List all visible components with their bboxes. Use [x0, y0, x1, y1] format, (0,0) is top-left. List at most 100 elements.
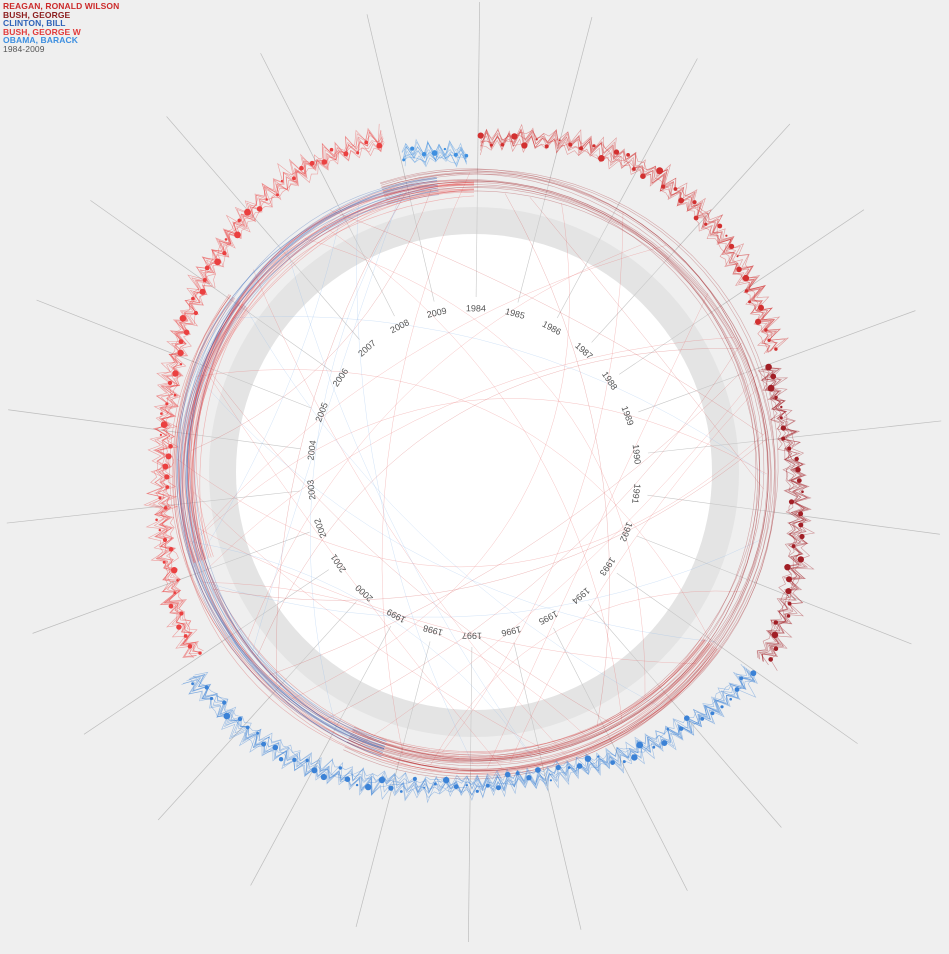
bundle-2-12 [179, 177, 437, 753]
year-label-1984: 1984 [466, 303, 486, 313]
year-label-1985: 1985 [504, 306, 526, 321]
bundle-1-14 [185, 303, 710, 758]
series-0 [477, 123, 790, 355]
spoke-1999 [250, 735, 332, 886]
legend-entry-obama: OBAMA, BARACK [3, 35, 78, 46]
series-1-dot-26 [788, 499, 795, 505]
inner-spoke-2002 [192, 531, 310, 576]
chord-37 [309, 200, 402, 728]
chord-29 [286, 248, 532, 756]
series-2-dot-88 [305, 758, 309, 763]
legend-entry-bush-george: BUSH, GEORGE [3, 9, 71, 20]
series-3-trace-2 [154, 133, 383, 655]
series-1-dot-36 [797, 556, 804, 563]
year-label-1996: 1996 [500, 624, 522, 638]
series-0-dot-58 [744, 289, 749, 293]
series-3-dot-52 [167, 380, 173, 386]
bundle-0-10 [350, 187, 765, 761]
series-2-dot-26 [631, 754, 638, 761]
series-0-dot-36 [673, 187, 678, 191]
bundle-1-12 [187, 305, 702, 758]
series-1-trace-1 [756, 369, 806, 658]
inner-spoke-1987 [591, 249, 676, 343]
bundle-1-2 [191, 306, 706, 754]
series-2-dot-22 [652, 745, 656, 749]
series-2-dot-80 [344, 776, 351, 782]
legend-entry-bush-george-w: BUSH, GEORGE W [3, 26, 81, 37]
series-3-dot-42 [159, 433, 162, 436]
series-0-dot-54 [736, 266, 742, 273]
chord-13 [356, 202, 474, 765]
inner-spoke-2007 [277, 244, 360, 340]
year-label-2003: 2003 [305, 479, 317, 500]
inner-spoke-1991 [647, 494, 772, 513]
series-0-trace-2 [480, 129, 771, 355]
series-0-dot-16 [568, 142, 573, 147]
series-1-dot-14 [781, 436, 786, 441]
bundle-0-13 [352, 180, 761, 762]
series-3-trace-1 [156, 137, 385, 652]
series-3-dot-72 [202, 278, 207, 282]
series-3-dot-46 [160, 412, 163, 415]
cross-links [176, 172, 769, 769]
spoke-1996 [541, 764, 582, 930]
series-2-dot-34 [584, 755, 592, 762]
series-1-trace-5 [761, 368, 812, 662]
series-0-dot-38 [678, 197, 685, 204]
series-2-trace-6 [189, 669, 756, 802]
series-1-dot-18 [794, 456, 799, 462]
series-0-dot-52 [736, 255, 739, 258]
chord-30 [196, 369, 713, 645]
inner-spoke-2001 [224, 569, 329, 640]
series-3-dot-70 [199, 288, 206, 295]
series-0-dot-46 [717, 223, 723, 229]
series-3-dot-94 [280, 179, 283, 183]
bundle-2-8 [176, 180, 438, 757]
series-2-dot-44 [535, 767, 541, 773]
bundle-3-13 [182, 185, 475, 562]
series-2-dot-98 [256, 731, 259, 735]
bundle-0-6 [347, 173, 768, 772]
series-2-dot-52 [496, 785, 501, 791]
spoke-2006 [90, 200, 230, 299]
chord-14 [193, 491, 548, 752]
bundle-0-0 [347, 172, 769, 772]
series-3-dot-110 [364, 140, 369, 145]
legend-date-range: 1984-2009 [3, 43, 45, 54]
series-3-dot-98 [299, 165, 304, 171]
inner-spoke-2008 [337, 204, 395, 317]
series-3-dot-28 [163, 506, 168, 510]
spoke-2003 [6, 504, 176, 524]
series-2-dot-58 [465, 784, 468, 787]
series-3-dot-80 [224, 238, 228, 241]
series-1-dot-0 [765, 363, 772, 371]
series-2-dot-8 [720, 705, 724, 709]
series-traces [143, 123, 816, 804]
bundle-1-9 [192, 304, 705, 755]
bundle-1-11 [177, 296, 711, 771]
chord-12 [323, 225, 623, 723]
series-3-dot-2 [187, 644, 193, 649]
series-3-dot-62 [183, 329, 190, 336]
series-2-dot-28 [622, 760, 626, 764]
series-3-trace-7 [145, 129, 382, 658]
spoke-1993 [718, 645, 858, 744]
series-2-dot-60 [453, 784, 459, 790]
chord-34 [381, 172, 471, 755]
series-0-dot-26 [626, 153, 630, 157]
series-1-dot-28 [798, 511, 804, 517]
series-0-trace-4 [480, 128, 775, 353]
series-3-dot-104 [329, 147, 334, 152]
series-3-dot-44 [160, 421, 168, 429]
series-3-dot-68 [191, 296, 195, 301]
bundle-3-11 [195, 191, 475, 557]
series-0-dot-24 [613, 149, 620, 155]
bundle-1-13 [179, 301, 712, 764]
series-1-dot-10 [779, 416, 783, 420]
series-1-dot-24 [801, 490, 804, 494]
spoke-2009 [366, 14, 407, 180]
series-2-dot-102 [237, 716, 243, 722]
series-2-dot-46 [526, 775, 532, 781]
bundle-3-7 [178, 182, 475, 564]
series-1-dot-42 [785, 588, 792, 595]
